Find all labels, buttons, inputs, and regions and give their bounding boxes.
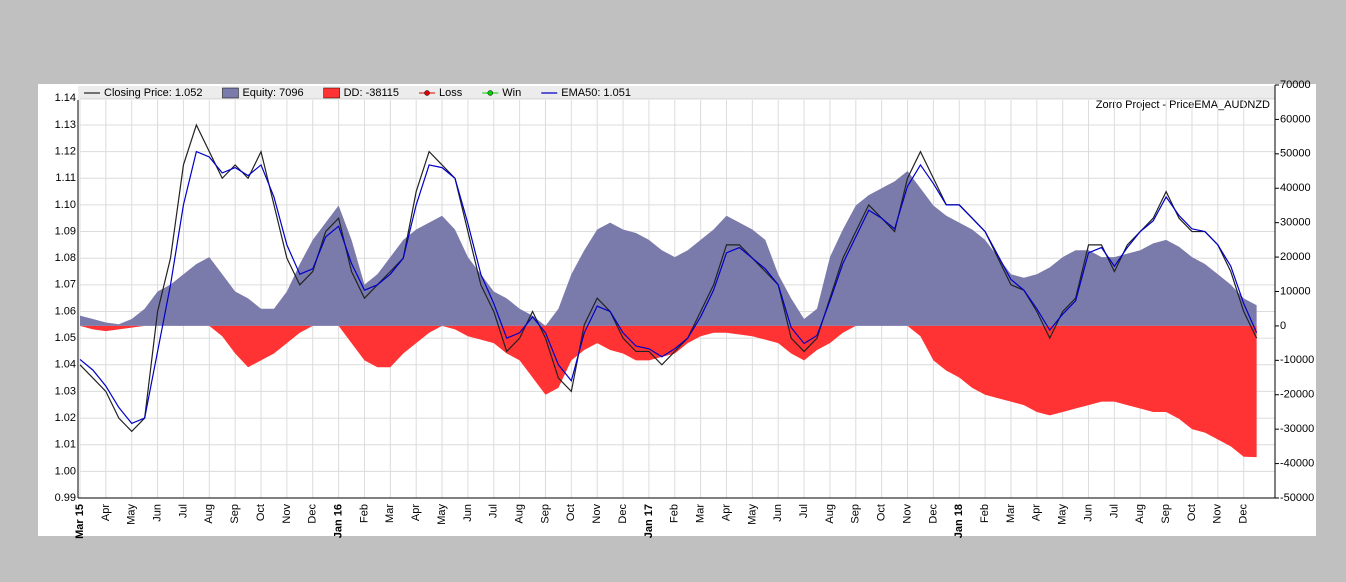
x-tick-label: Jun (772, 504, 784, 522)
x-tick-label: Oct (565, 504, 577, 521)
legend-label: EMA50: 1.051 (561, 87, 631, 99)
legend-swatch (323, 87, 340, 99)
area (80, 171, 1257, 326)
x-tick-label: Feb (979, 504, 991, 523)
x-tick-label: Sep (229, 504, 241, 524)
x-tick-label: Mar (1005, 504, 1017, 523)
area (80, 325, 1257, 458)
y-tick-label: 1.12 (55, 146, 76, 158)
x-tick-label: May (746, 504, 758, 525)
legend-label: DD: -38115 (344, 87, 399, 99)
legend-label: Closing Price: 1.052 (104, 87, 202, 99)
x-tick-label: Mar (384, 504, 396, 523)
line (79, 150, 1258, 425)
y-tick-label: 0.99 (55, 492, 76, 504)
x-tick-label: Sep (850, 504, 862, 524)
y-tick-label: 1.06 (55, 305, 76, 317)
x-tick-label: Jun (151, 504, 163, 522)
y-tick-label: 1.08 (55, 252, 76, 264)
y-tick-label: 1.05 (55, 332, 76, 344)
y2-tick-label: -10000 (1280, 354, 1314, 366)
legend-label: Loss (439, 87, 463, 99)
legend-marker (424, 90, 430, 96)
x-tick-label: Mar (695, 504, 707, 523)
y2-tick-label: 20000 (1280, 251, 1311, 263)
x-tick-label: Jul (798, 504, 810, 518)
x-tick-label: Jun (1082, 504, 1094, 522)
y2-tick-label: -30000 (1280, 423, 1314, 435)
x-tick-label: Aug (514, 504, 526, 524)
x-tick-label: Nov (901, 504, 913, 524)
x-tick-label: Feb (358, 504, 370, 523)
x-tick-label: Sep (539, 504, 551, 524)
legend-label: Equity: 7096 (242, 87, 303, 99)
x-tick-label: Jul (1108, 504, 1120, 518)
x-tick-label: Dec (927, 504, 939, 524)
x-tick-label: Jan 16 (333, 504, 345, 538)
x-tick-label: Jan 17 (643, 504, 655, 538)
y2-tick-label: 60000 (1280, 113, 1311, 125)
x-tick-label: Oct (876, 504, 888, 521)
x-tick-label: Dec (1238, 504, 1250, 524)
y2-tick-label: 70000 (1280, 79, 1311, 91)
y-tick-label: 1.04 (55, 359, 76, 371)
x-tick-label: Mar 15 (74, 504, 86, 539)
chart-title: Zorro Project - PriceEMA_AUDNZD (1096, 99, 1270, 111)
x-tick-label: May (126, 504, 138, 525)
x-tick-label: Aug (1134, 504, 1146, 524)
y-tick-label: 1.00 (55, 465, 76, 477)
x-tick-label: Aug (203, 504, 215, 524)
x-tick-label: Dec (617, 504, 629, 524)
y-tick-label: 1.11 (55, 172, 76, 184)
x-tick-label: May (1057, 504, 1069, 525)
y2-tick-label: 30000 (1280, 217, 1311, 229)
y-tick-label: 1.02 (55, 412, 76, 424)
legend-swatch (222, 87, 239, 99)
plot (79, 97, 1275, 499)
y-tick-label: 1.01 (55, 439, 76, 451)
legend-bar (78, 86, 1275, 100)
y-tick-label: 1.07 (55, 279, 76, 291)
y2-tick-label: -40000 (1280, 457, 1314, 469)
x-tick-label: Apr (410, 504, 422, 521)
x-tick-label: Apr (720, 504, 732, 521)
x-tick-label: Dec (307, 504, 319, 524)
x-tick-label: Apr (100, 504, 112, 521)
y-tick-label: 1.09 (55, 225, 76, 237)
x-tick-label: May (436, 504, 448, 525)
y2-tick-label: 50000 (1280, 148, 1311, 160)
x-tick-label: Jun (462, 504, 474, 522)
x-tick-label: Sep (1160, 504, 1172, 524)
legend-label: Win (502, 87, 521, 99)
legend-marker (487, 90, 494, 96)
x-tick-label: Oct (1186, 504, 1198, 521)
y2-tick-label: -50000 (1280, 492, 1314, 504)
x-tick-label: Aug (824, 504, 836, 524)
y2-tick-label: -20000 (1280, 389, 1314, 401)
x-tick-label: Nov (1212, 504, 1224, 524)
x-tick-label: Feb (669, 504, 681, 523)
y2-tick-label: 10000 (1280, 285, 1311, 297)
x-tick-label: Nov (281, 504, 293, 524)
x-tick-label: Nov (591, 504, 603, 524)
x-tick-label: Apr (1031, 504, 1043, 521)
x-tick-label: Jul (488, 504, 500, 518)
y-tick-label: 1.10 (55, 199, 76, 211)
x-tick-label: Jul (177, 504, 189, 518)
y2-tick-label: 0 (1280, 320, 1286, 332)
x-tick-label: Jan 18 (953, 504, 965, 538)
y2-tick-label: 40000 (1280, 182, 1311, 194)
y-tick-label: 1.14 (55, 92, 76, 104)
y-tick-label: 1.03 (55, 385, 76, 397)
y-tick-label: 1.13 (55, 119, 76, 131)
x-tick-label: Oct (255, 504, 267, 521)
